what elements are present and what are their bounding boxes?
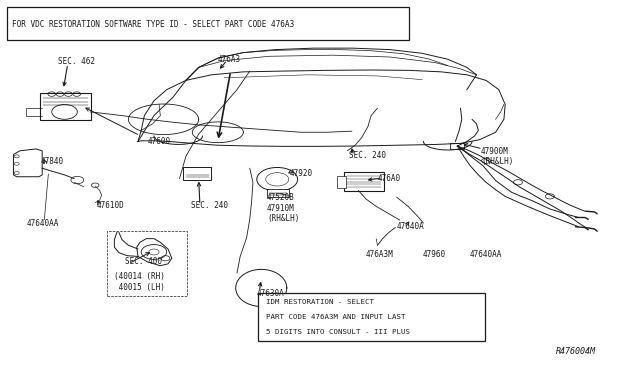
Text: 47600: 47600 xyxy=(148,137,171,146)
Text: SEC. 462: SEC. 462 xyxy=(58,57,95,66)
Text: IDM RESTORATION - SELECT: IDM RESTORATION - SELECT xyxy=(266,299,374,305)
Text: SEC. 400: SEC. 400 xyxy=(125,257,162,266)
FancyBboxPatch shape xyxy=(258,293,484,341)
Polygon shape xyxy=(137,238,172,266)
Text: 476A3M: 476A3M xyxy=(366,250,394,259)
Text: 40015 (LH): 40015 (LH) xyxy=(115,283,165,292)
Text: 47900M: 47900M xyxy=(481,147,509,156)
Text: SEC. 240: SEC. 240 xyxy=(191,201,228,210)
Text: 47640AA: 47640AA xyxy=(26,219,59,228)
FancyBboxPatch shape xyxy=(40,93,92,121)
FancyBboxPatch shape xyxy=(7,7,410,39)
Text: 47610D: 47610D xyxy=(97,201,124,210)
Text: (RH&LH): (RH&LH) xyxy=(267,214,300,223)
Text: 47520B: 47520B xyxy=(267,193,295,202)
Text: (RH&LH): (RH&LH) xyxy=(481,157,513,166)
FancyBboxPatch shape xyxy=(183,167,211,180)
Text: 47960: 47960 xyxy=(422,250,445,259)
Text: SEC. 240: SEC. 240 xyxy=(349,151,386,160)
Text: 476A0: 476A0 xyxy=(378,174,401,183)
Text: 47920: 47920 xyxy=(290,169,313,177)
Text: FOR VDC RESTORATION SOFTWARE TYPE ID - SELECT PART CODE 476A3: FOR VDC RESTORATION SOFTWARE TYPE ID - S… xyxy=(12,20,294,29)
Text: 47910M: 47910M xyxy=(267,204,295,213)
Text: 476A3: 476A3 xyxy=(218,55,241,64)
Text: PART CODE 476A3M AND INPUT LAST: PART CODE 476A3M AND INPUT LAST xyxy=(266,314,405,320)
Text: (40014 (RH): (40014 (RH) xyxy=(115,272,165,280)
Text: 47640A: 47640A xyxy=(397,222,424,231)
FancyBboxPatch shape xyxy=(451,142,465,149)
FancyBboxPatch shape xyxy=(337,176,346,188)
FancyBboxPatch shape xyxy=(344,172,384,191)
Text: 47630A: 47630A xyxy=(256,289,284,298)
FancyBboxPatch shape xyxy=(267,189,289,198)
Text: 47640AA: 47640AA xyxy=(470,250,502,259)
Text: 5 DIGITS INTO CONSULT - III PLUS: 5 DIGITS INTO CONSULT - III PLUS xyxy=(266,329,410,335)
Text: R476004M: R476004M xyxy=(556,347,596,356)
Text: 47840: 47840 xyxy=(40,157,63,166)
